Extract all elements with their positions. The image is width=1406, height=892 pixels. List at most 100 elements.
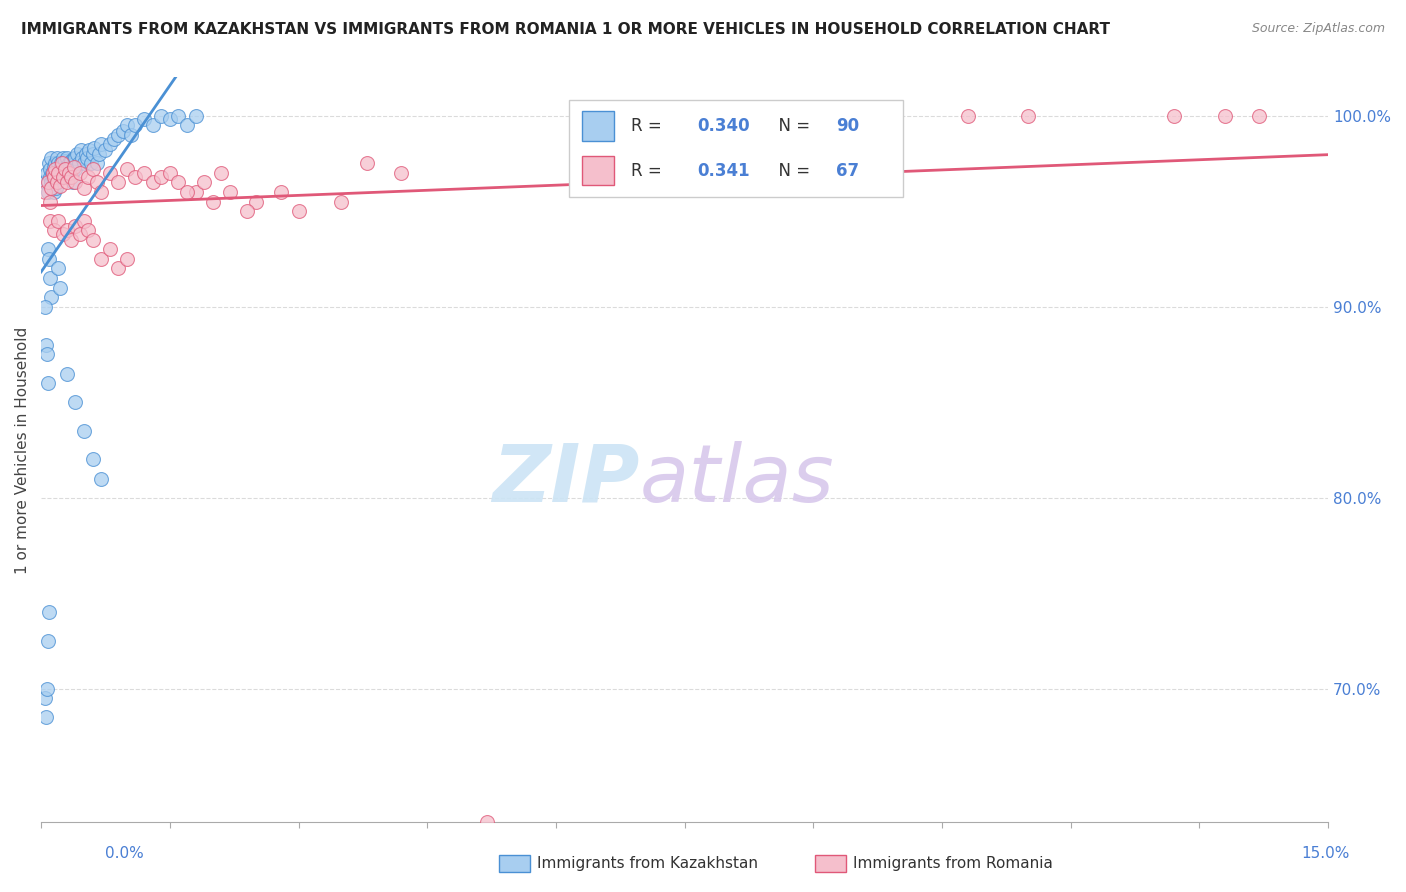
Text: N =: N = [768, 117, 815, 135]
Point [51, 151, 73, 165]
Point [82, 233, 104, 247]
Point [69, 143, 91, 157]
Point [124, 118, 146, 132]
Point [80, 156, 103, 170]
Point [39, 176, 62, 190]
Point [142, 118, 165, 132]
Point [1249, 109, 1271, 123]
Point [60, 169, 83, 184]
Point [98, 137, 121, 152]
Point [48, 169, 70, 184]
Point [44, 162, 66, 177]
Point [167, 109, 190, 123]
Point [45, 181, 67, 195]
Point [49, 179, 72, 194]
Point [38, 162, 60, 177]
Point [77, 169, 100, 184]
Point [73, 181, 96, 195]
Point [184, 185, 207, 199]
Point [34, 185, 56, 199]
Text: N =: N = [768, 161, 815, 179]
Point [142, 176, 165, 190]
Point [56, 151, 79, 165]
Point [51, 169, 73, 184]
Text: atlas: atlas [640, 441, 834, 519]
Text: Source: ZipAtlas.com: Source: ZipAtlas.com [1251, 22, 1385, 36]
Point [38, 605, 60, 619]
Point [56, 176, 79, 190]
Point [193, 176, 215, 190]
Point [94, 143, 117, 157]
Point [49, 280, 72, 294]
Point [176, 118, 198, 132]
Point [51, 166, 73, 180]
Point [46, 176, 69, 190]
Point [35, 710, 58, 724]
Point [38, 194, 60, 209]
Point [82, 146, 104, 161]
Point [62, 160, 84, 174]
Point [45, 176, 67, 190]
Point [35, 338, 58, 352]
Point [159, 166, 181, 180]
Point [236, 204, 259, 219]
Point [115, 118, 138, 132]
Text: Immigrants from Romania: Immigrants from Romania [853, 856, 1053, 871]
Point [1163, 109, 1185, 123]
Point [477, 815, 499, 830]
Point [46, 166, 69, 180]
Point [82, 452, 104, 467]
Point [46, 261, 69, 276]
Point [75, 146, 97, 161]
Point [65, 176, 87, 190]
Point [209, 166, 232, 180]
Point [34, 176, 56, 190]
Point [90, 472, 112, 486]
Point [37, 166, 59, 180]
Point [287, 204, 309, 219]
Point [60, 154, 83, 169]
Point [98, 166, 121, 180]
Point [73, 156, 96, 170]
Point [53, 154, 76, 169]
Point [51, 156, 73, 170]
Point [37, 347, 59, 361]
Point [56, 223, 79, 237]
Text: IMMIGRANTS FROM KAZAKHSTAN VS IMMIGRANTS FROM ROMANIA 1 OR MORE VEHICLES IN HOUS: IMMIGRANTS FROM KAZAKHSTAN VS IMMIGRANTS… [21, 22, 1111, 37]
Point [58, 156, 80, 170]
Text: 15.0%: 15.0% [1302, 846, 1350, 861]
Point [38, 169, 60, 184]
Point [34, 691, 56, 706]
Point [86, 156, 108, 170]
Point [150, 109, 173, 123]
Y-axis label: 1 or more Vehicles in Household: 1 or more Vehicles in Household [15, 326, 30, 574]
Point [42, 169, 65, 184]
Point [42, 185, 65, 199]
Point [38, 156, 60, 170]
Point [167, 176, 190, 190]
Point [218, 185, 240, 199]
Point [1213, 109, 1236, 123]
Point [69, 227, 91, 241]
Point [42, 166, 65, 180]
Point [41, 181, 63, 195]
Point [45, 151, 67, 165]
Point [956, 109, 979, 123]
Point [53, 162, 76, 177]
Point [65, 151, 87, 165]
Point [65, 395, 87, 409]
Point [69, 166, 91, 180]
Point [56, 367, 79, 381]
Point [77, 223, 100, 237]
Point [37, 185, 59, 199]
Point [73, 213, 96, 227]
Point [270, 185, 292, 199]
Point [107, 176, 129, 190]
Point [55, 164, 77, 178]
Point [52, 169, 75, 184]
Point [176, 185, 198, 199]
Point [391, 166, 413, 180]
Point [62, 151, 84, 165]
Point [42, 160, 65, 174]
Text: 0.340: 0.340 [697, 117, 751, 135]
